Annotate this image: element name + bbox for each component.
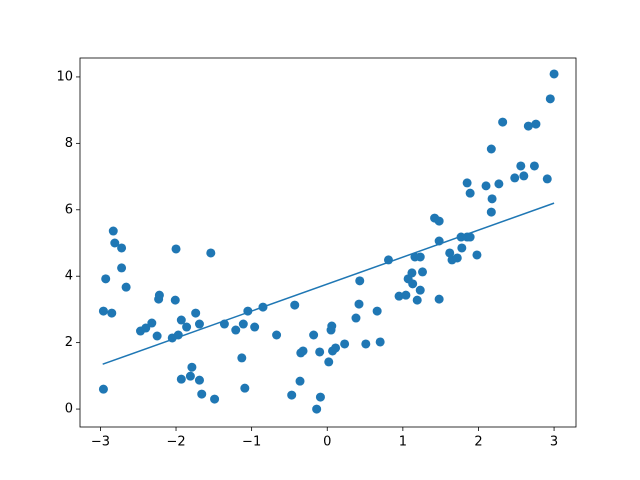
point xyxy=(152,331,162,341)
point xyxy=(187,362,197,372)
point xyxy=(237,353,247,363)
point xyxy=(238,319,248,329)
point xyxy=(412,295,422,305)
x-tick-label: 3 xyxy=(550,435,558,450)
point xyxy=(472,250,482,260)
point xyxy=(101,274,111,284)
point xyxy=(462,178,472,188)
point xyxy=(486,207,496,217)
point xyxy=(121,282,131,292)
point xyxy=(315,347,325,357)
point xyxy=(185,371,195,381)
point xyxy=(173,330,183,340)
x-tick-label: −1 xyxy=(242,435,261,450)
y-tick-label: 10 xyxy=(56,69,73,84)
point xyxy=(516,161,526,171)
point xyxy=(401,290,411,300)
point xyxy=(312,404,322,414)
x-tick-label: −3 xyxy=(91,435,110,450)
point xyxy=(315,392,325,402)
point xyxy=(407,268,417,278)
point xyxy=(375,337,385,347)
point xyxy=(141,323,151,333)
point xyxy=(465,232,475,242)
point xyxy=(418,267,428,277)
point xyxy=(154,290,164,300)
point xyxy=(394,291,404,301)
point xyxy=(340,339,350,349)
point xyxy=(531,119,541,129)
point xyxy=(324,357,334,367)
point xyxy=(487,194,497,204)
point xyxy=(206,248,216,258)
point xyxy=(210,394,220,404)
point xyxy=(372,306,382,316)
y-tick-label: 0 xyxy=(65,402,73,417)
point xyxy=(481,181,491,191)
fit-line xyxy=(102,202,555,365)
point xyxy=(108,226,118,236)
point xyxy=(295,376,305,386)
point xyxy=(415,252,425,262)
point xyxy=(250,322,260,332)
x-tick-label: 0 xyxy=(323,435,331,450)
point xyxy=(351,313,361,323)
point xyxy=(361,339,371,349)
point xyxy=(117,263,127,273)
point xyxy=(486,144,496,154)
point xyxy=(107,308,117,318)
point xyxy=(519,171,529,181)
y-tick-label: 4 xyxy=(65,269,73,284)
point xyxy=(290,300,300,310)
point xyxy=(182,322,192,332)
point xyxy=(549,69,559,79)
point xyxy=(445,248,455,258)
point xyxy=(498,117,508,127)
point xyxy=(98,306,108,316)
point xyxy=(191,308,201,318)
point xyxy=(434,216,444,226)
point xyxy=(457,243,467,253)
point xyxy=(542,174,552,184)
point xyxy=(197,389,207,399)
point xyxy=(170,295,180,305)
point xyxy=(147,318,157,328)
x-tick-label: −2 xyxy=(166,435,185,450)
point xyxy=(408,279,418,289)
point xyxy=(510,173,520,183)
y-tick-label: 2 xyxy=(65,335,73,350)
point xyxy=(465,188,475,198)
point xyxy=(415,285,425,295)
point xyxy=(98,384,108,394)
point xyxy=(494,179,504,189)
point xyxy=(194,375,204,385)
point xyxy=(298,346,308,356)
x-tick-label: 1 xyxy=(399,435,407,450)
point xyxy=(529,161,539,171)
point xyxy=(331,343,341,353)
point xyxy=(354,299,364,309)
y-tick-label: 8 xyxy=(65,136,73,151)
point xyxy=(110,238,120,248)
axes-frame xyxy=(79,57,577,428)
point xyxy=(272,330,282,340)
point xyxy=(176,374,186,384)
point xyxy=(171,244,181,254)
point xyxy=(523,121,533,131)
point xyxy=(327,321,337,331)
x-tick-label: 2 xyxy=(474,435,482,450)
point xyxy=(309,330,319,340)
point xyxy=(287,390,297,400)
point xyxy=(545,94,555,104)
y-tick-label: 6 xyxy=(65,202,73,217)
point xyxy=(117,243,127,253)
point xyxy=(355,276,365,286)
point xyxy=(452,253,462,263)
point xyxy=(434,294,444,304)
point xyxy=(231,325,241,335)
point xyxy=(176,315,186,325)
point xyxy=(240,383,250,393)
point xyxy=(194,319,204,329)
